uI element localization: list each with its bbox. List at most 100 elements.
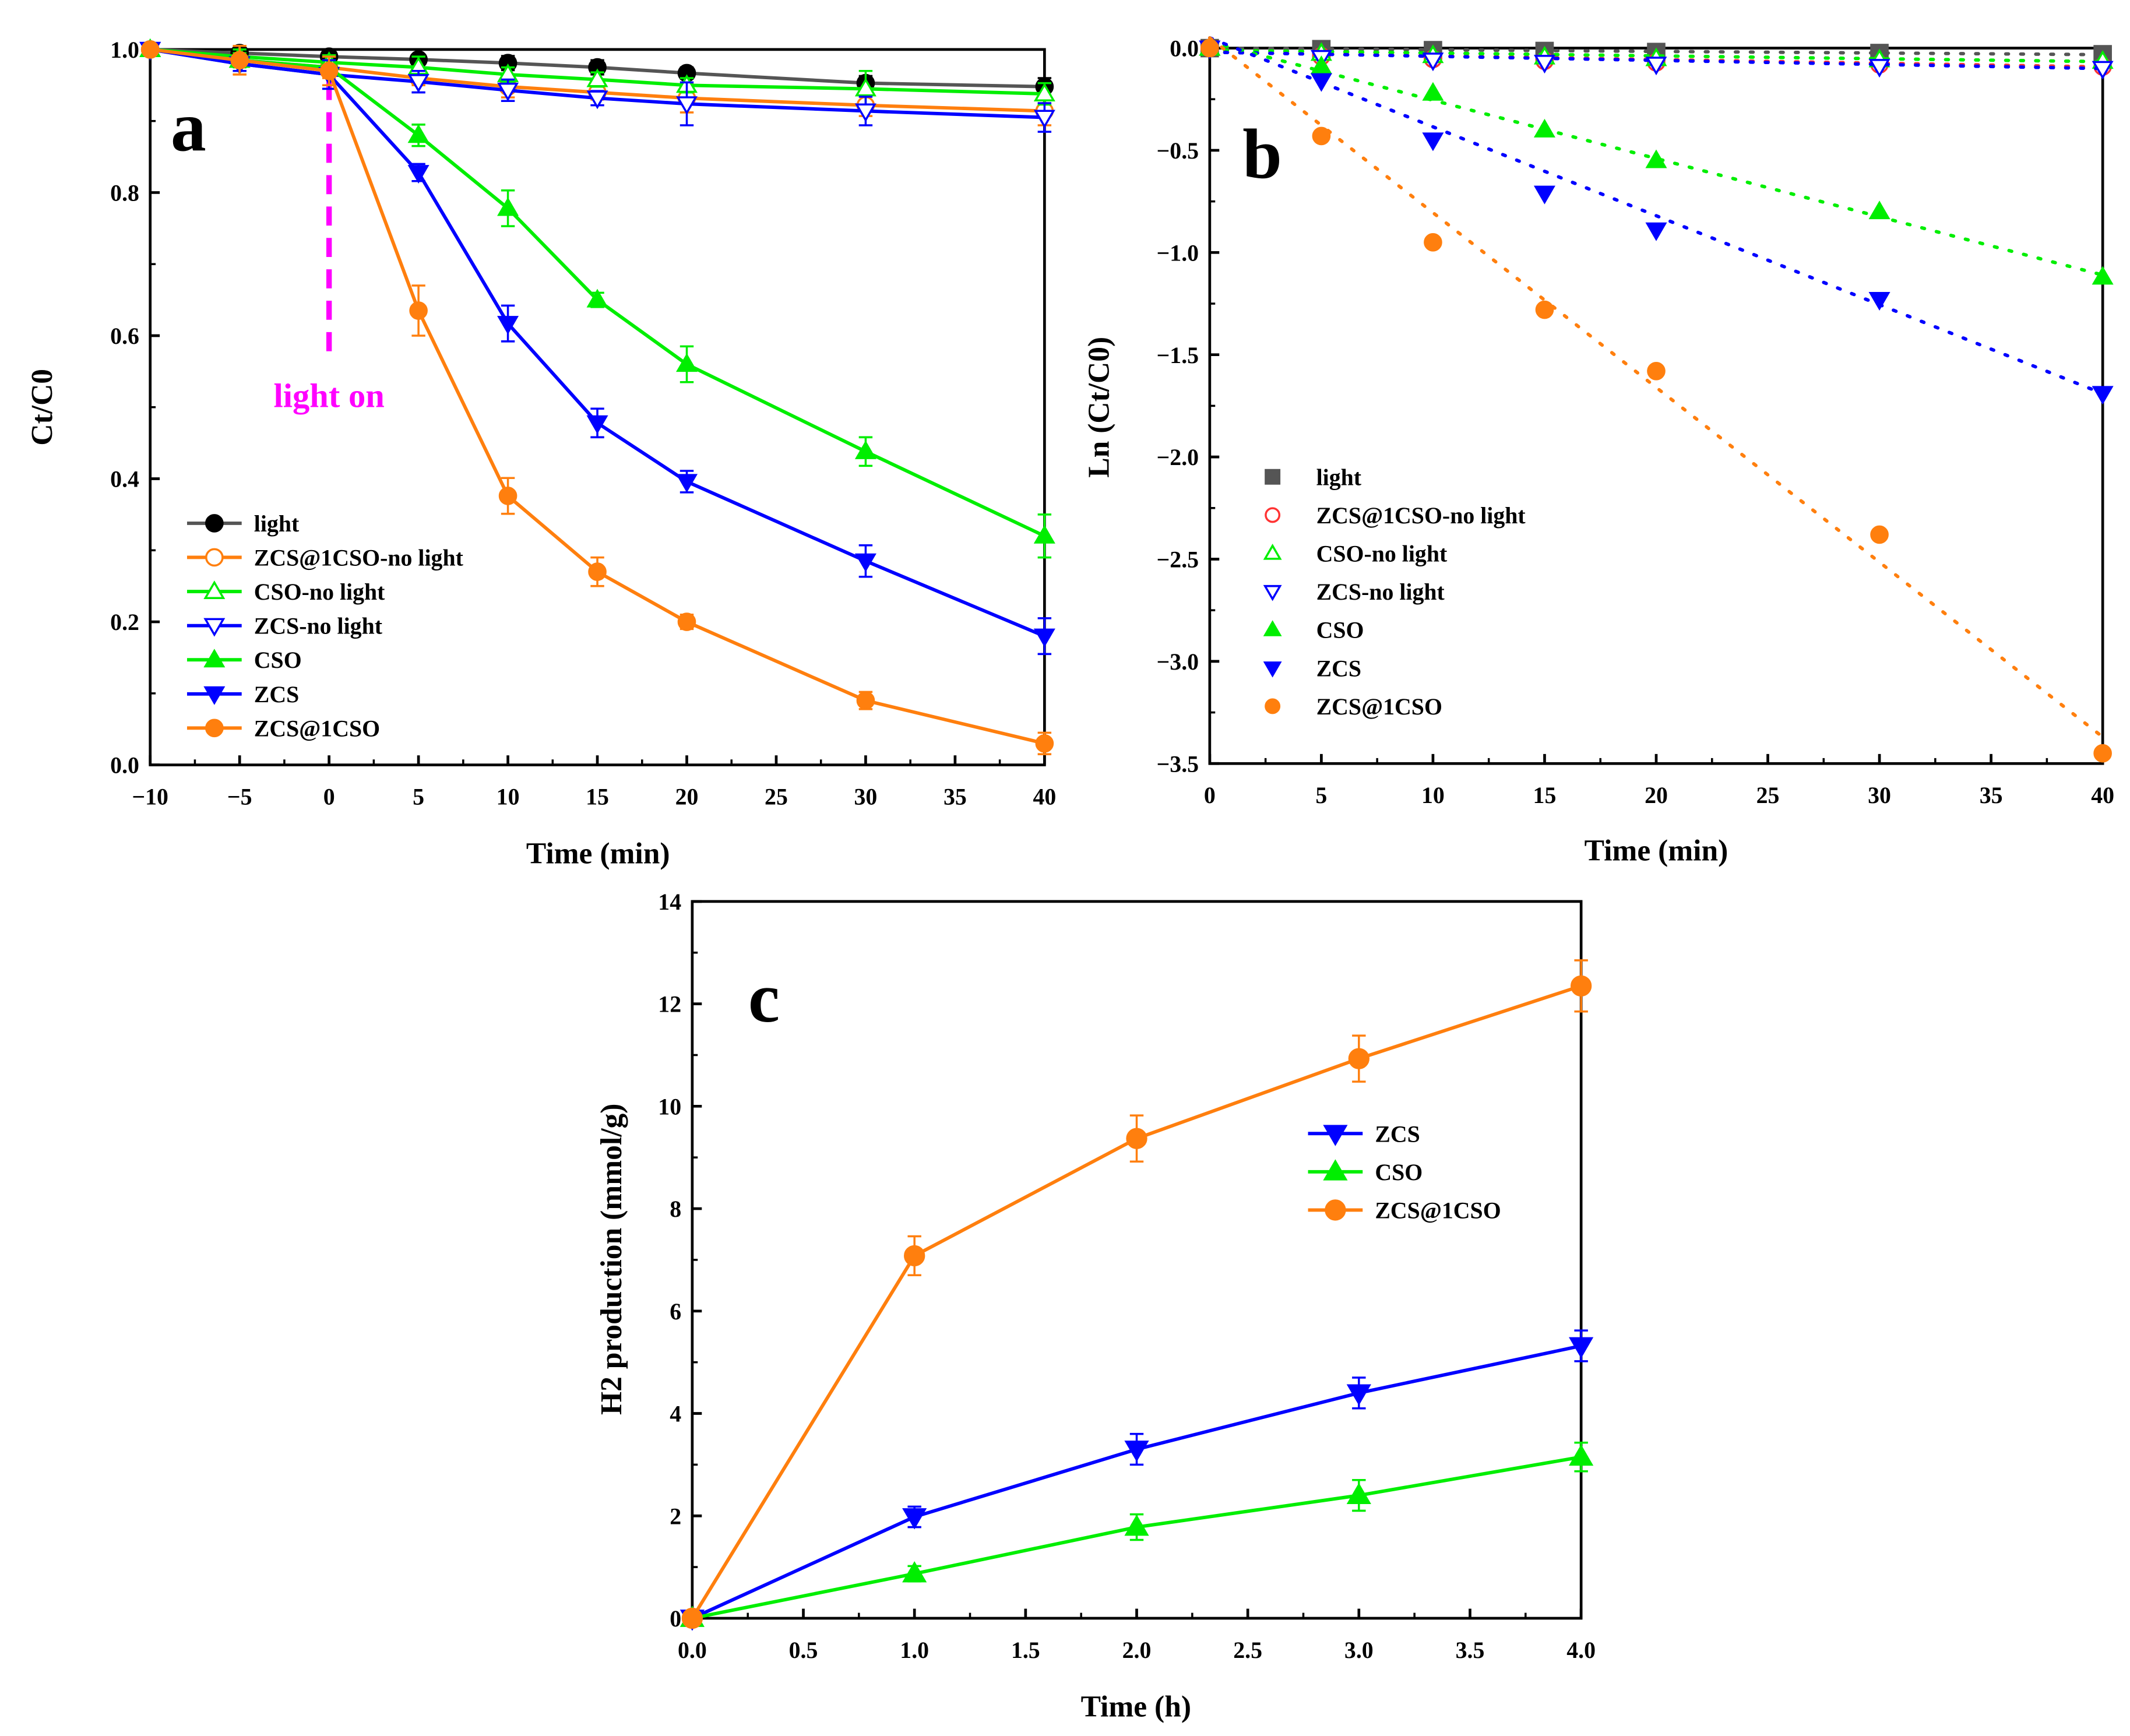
data-point xyxy=(1200,38,1219,58)
x-tick-label: 15 xyxy=(586,784,609,810)
legend-label: ZCS xyxy=(1316,656,1361,681)
data-point xyxy=(902,1561,927,1583)
y-tick-label: 0.0 xyxy=(110,753,139,779)
data-point xyxy=(1348,1048,1369,1069)
x-tick-label: 3.0 xyxy=(1344,1638,1374,1663)
data-point xyxy=(1033,524,1055,544)
fit-line xyxy=(1207,40,2105,277)
data-point xyxy=(1422,52,1444,72)
data-point xyxy=(1870,525,1889,544)
data-point xyxy=(1533,185,1555,205)
data-point xyxy=(1124,1515,1149,1536)
legend-entry: CSO xyxy=(1308,1159,1423,1185)
y-tick-label: −3.5 xyxy=(1157,751,1199,777)
legend-label: CSO xyxy=(254,647,302,673)
legend-label: CSO xyxy=(1316,618,1364,643)
x-tick-label: 15 xyxy=(1533,783,1557,808)
x-tick-label: 25 xyxy=(1756,783,1780,808)
data-point xyxy=(2092,386,2114,405)
x-tick-label: 5 xyxy=(413,784,424,810)
data-point xyxy=(854,440,876,459)
data-point xyxy=(2092,61,2114,80)
y-tick-label: 4 xyxy=(670,1402,681,1427)
x-tick-label: 2.0 xyxy=(1122,1638,1152,1663)
x-tick-label: 35 xyxy=(1980,783,2003,808)
y-tick-label: 2 xyxy=(670,1503,681,1529)
data-point xyxy=(586,288,608,308)
y-axis-label: Ln (Ct/C0) xyxy=(1082,337,1115,478)
x-tick-label: 5 xyxy=(1315,783,1327,808)
data-point xyxy=(854,553,876,572)
data-point xyxy=(1533,118,1555,138)
x-tick-label: 3.5 xyxy=(1456,1638,1485,1663)
panel-label: b xyxy=(1242,115,1282,193)
legend-label: ZCS@1CSO-no light xyxy=(1316,503,1526,529)
chart-b: 0 5 10 15 20 25 30 35 40 0.0 −0.5 −1.0 −1.5 −2.0 −2.5 −… xyxy=(1082,36,2114,868)
legend-label: CSO-no light xyxy=(1316,541,1448,567)
data-point xyxy=(1535,300,1554,319)
legend-entry: ZCS@1CSO-no light xyxy=(1265,503,1526,529)
y-tick-label: 12 xyxy=(658,992,681,1017)
x-tick-label: 1.0 xyxy=(900,1638,929,1663)
series-zcs-no-light xyxy=(1199,40,2114,80)
data-point xyxy=(1035,734,1054,753)
y-tick-label: 0 xyxy=(670,1606,681,1632)
data-point xyxy=(675,353,698,372)
data-point xyxy=(140,40,160,59)
fit-line xyxy=(1207,50,2105,71)
legend-entry: CSO-no light xyxy=(186,579,385,605)
x-axis-label: Time (min) xyxy=(1585,834,1728,868)
data-point xyxy=(407,165,429,184)
legend-entry: ZCS xyxy=(186,682,299,707)
data-point xyxy=(1033,110,1055,129)
y-tick-label: 0.2 xyxy=(110,610,139,635)
x-tick-label: 0.5 xyxy=(789,1638,818,1663)
series-cso xyxy=(139,38,1055,559)
y-tick-label: −3.0 xyxy=(1157,649,1199,675)
fit-line xyxy=(1207,46,2105,57)
data-point xyxy=(586,415,608,434)
x-tick-label: 40 xyxy=(1033,784,1056,810)
series-line xyxy=(691,1344,1582,1620)
legend-entry: light xyxy=(186,511,300,537)
x-tick-label: −10 xyxy=(132,784,168,810)
legend-entry: CSO xyxy=(186,647,302,673)
data-point xyxy=(904,1245,925,1267)
legend-entry: ZCS@1CSO xyxy=(1265,694,1442,720)
x-tick-label: 0.0 xyxy=(678,1638,707,1663)
legend-label: ZCS@1CSO-no light xyxy=(254,545,464,571)
legend-entry: ZCS xyxy=(1308,1121,1420,1147)
data-point xyxy=(407,74,429,93)
x-tick-label: 1.5 xyxy=(1011,1638,1040,1663)
data-point xyxy=(854,103,876,122)
x-axis-label: Time (min) xyxy=(526,837,670,870)
y-tick-label: −2.5 xyxy=(1157,547,1199,573)
x-tick-label: 30 xyxy=(1868,783,1891,808)
legend-marker xyxy=(205,514,224,533)
x-tick-label: 2.5 xyxy=(1233,1638,1262,1663)
legend-label: CSO-no light xyxy=(254,579,385,605)
legend-marker xyxy=(1263,620,1282,636)
legend-entry: ZCS@1CSO-no light xyxy=(186,545,464,571)
y-tick-label: −2.0 xyxy=(1157,445,1199,470)
legend-marker xyxy=(1325,1199,1346,1221)
x-tick-label: 20 xyxy=(1645,783,1668,808)
data-point xyxy=(854,78,876,97)
data-point xyxy=(497,82,519,101)
data-point xyxy=(1570,975,1592,997)
y-tick-label: 8 xyxy=(670,1196,681,1222)
y-tick-label: −0.5 xyxy=(1157,138,1199,164)
data-point xyxy=(1310,55,1332,75)
data-point xyxy=(1424,233,1442,252)
data-point xyxy=(2093,744,2112,763)
data-point xyxy=(319,61,339,80)
data-point xyxy=(1645,57,1667,76)
panel-label: c xyxy=(748,959,780,1037)
legend-marker xyxy=(203,618,226,637)
data-point xyxy=(498,487,517,505)
x-tick-label: 0 xyxy=(323,784,335,810)
legend-label: ZCS@1CSO xyxy=(1316,694,1442,720)
data-point xyxy=(586,90,608,110)
data-point xyxy=(1310,73,1332,92)
